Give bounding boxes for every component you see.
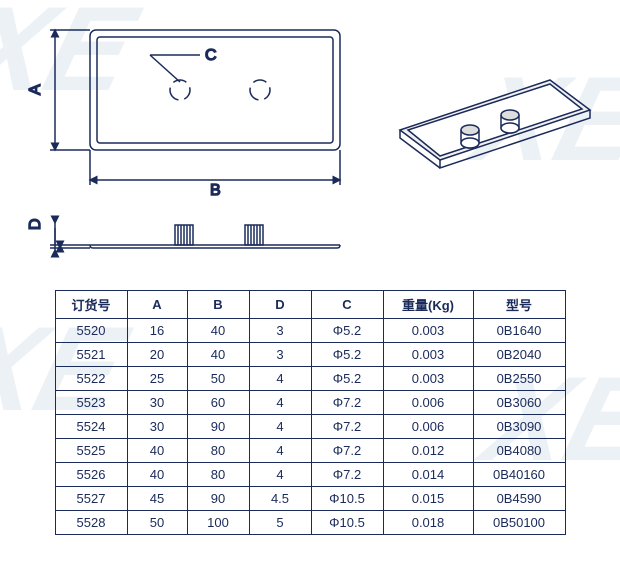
table-cell: 5526 <box>55 463 127 487</box>
table-cell: 0.006 <box>383 391 473 415</box>
table-cell: 100 <box>187 511 249 535</box>
table-cell: 0.014 <box>383 463 473 487</box>
table-cell: 5525 <box>55 439 127 463</box>
table-cell: 80 <box>187 439 249 463</box>
table-cell: 5520 <box>55 319 127 343</box>
table-cell: 0B3060 <box>473 391 565 415</box>
table-cell: 4 <box>249 391 311 415</box>
table-cell: Φ7.2 <box>311 415 383 439</box>
table-cell: 0.006 <box>383 415 473 439</box>
table-cell: 4 <box>249 439 311 463</box>
table-cell: 0.018 <box>383 511 473 535</box>
table-cell: 80 <box>187 463 249 487</box>
label-C: C <box>205 47 217 64</box>
table-cell: 0.015 <box>383 487 473 511</box>
table-header: 订货号 <box>55 291 127 319</box>
table-cell: 5521 <box>55 343 127 367</box>
table-header: 型号 <box>473 291 565 319</box>
table-cell: 4 <box>249 367 311 391</box>
label-B: B <box>210 182 221 199</box>
table-cell: 4 <box>249 415 311 439</box>
table-header: A <box>127 291 187 319</box>
table-header: D <box>249 291 311 319</box>
table-cell: 0.003 <box>383 343 473 367</box>
table-cell: 0B3090 <box>473 415 565 439</box>
label-A: A <box>27 84 44 95</box>
table-cell: 60 <box>187 391 249 415</box>
table-cell: 30 <box>127 415 187 439</box>
table-cell: 0.003 <box>383 319 473 343</box>
table-header: B <box>187 291 249 319</box>
label-D: D <box>27 218 44 230</box>
table-cell: 40 <box>187 319 249 343</box>
table-cell: Φ10.5 <box>311 487 383 511</box>
table-header: C <box>311 291 383 319</box>
table-header: 重量(Kg) <box>383 291 473 319</box>
table-cell: 50 <box>127 511 187 535</box>
technical-diagram: A B C <box>0 0 620 280</box>
table-cell: 5527 <box>55 487 127 511</box>
table-cell: 40 <box>127 463 187 487</box>
table-cell: 4.5 <box>249 487 311 511</box>
table-row: 552120403Φ5.20.0030B2040 <box>55 343 565 367</box>
table-cell: Φ7.2 <box>311 391 383 415</box>
table-cell: 0.012 <box>383 439 473 463</box>
table-cell: Φ7.2 <box>311 439 383 463</box>
table-cell: 0B2550 <box>473 367 565 391</box>
table-cell: 0B1640 <box>473 319 565 343</box>
table-cell: Φ7.2 <box>311 463 383 487</box>
table-row: 552016403Φ5.20.0030B1640 <box>55 319 565 343</box>
table-cell: 20 <box>127 343 187 367</box>
table-cell: 0B40160 <box>473 463 565 487</box>
table-cell: 5 <box>249 511 311 535</box>
table-cell: 5522 <box>55 367 127 391</box>
table-row: 552330604Φ7.20.0060B3060 <box>55 391 565 415</box>
table-cell: 0B50100 <box>473 511 565 535</box>
table-row: 552430904Φ7.20.0060B3090 <box>55 415 565 439</box>
table-row: 552225504Φ5.20.0030B2550 <box>55 367 565 391</box>
table-row: 552640804Φ7.20.0140B40160 <box>55 463 565 487</box>
table-cell: Φ10.5 <box>311 511 383 535</box>
table-cell: 40 <box>187 343 249 367</box>
table-cell: Φ5.2 <box>311 343 383 367</box>
table-cell: 50 <box>187 367 249 391</box>
table-cell: 16 <box>127 319 187 343</box>
table-cell: 3 <box>249 343 311 367</box>
table-cell: 5524 <box>55 415 127 439</box>
table-row: 552540804Φ7.20.0120B4080 <box>55 439 565 463</box>
table-cell: Φ5.2 <box>311 319 383 343</box>
diagram-svg: A B C <box>0 0 620 280</box>
table-cell: 45 <box>127 487 187 511</box>
table-cell: 5523 <box>55 391 127 415</box>
table-cell: 0B2040 <box>473 343 565 367</box>
table-cell: 0.003 <box>383 367 473 391</box>
table-cell: 90 <box>187 487 249 511</box>
table-cell: 0B4080 <box>473 439 565 463</box>
table-cell: 5528 <box>55 511 127 535</box>
spec-table: 订货号ABDC重量(Kg)型号 552016403Φ5.20.0030B1640… <box>55 290 566 535</box>
table-row: 5528501005Φ10.50.0180B50100 <box>55 511 565 535</box>
table-cell: 30 <box>127 391 187 415</box>
table-cell: 40 <box>127 439 187 463</box>
table-cell: 4 <box>249 463 311 487</box>
table-row: 552745904.5Φ10.50.0150B4590 <box>55 487 565 511</box>
table-cell: 0B4590 <box>473 487 565 511</box>
table-cell: 90 <box>187 415 249 439</box>
table-cell: Φ5.2 <box>311 367 383 391</box>
table-cell: 25 <box>127 367 187 391</box>
table-cell: 3 <box>249 319 311 343</box>
